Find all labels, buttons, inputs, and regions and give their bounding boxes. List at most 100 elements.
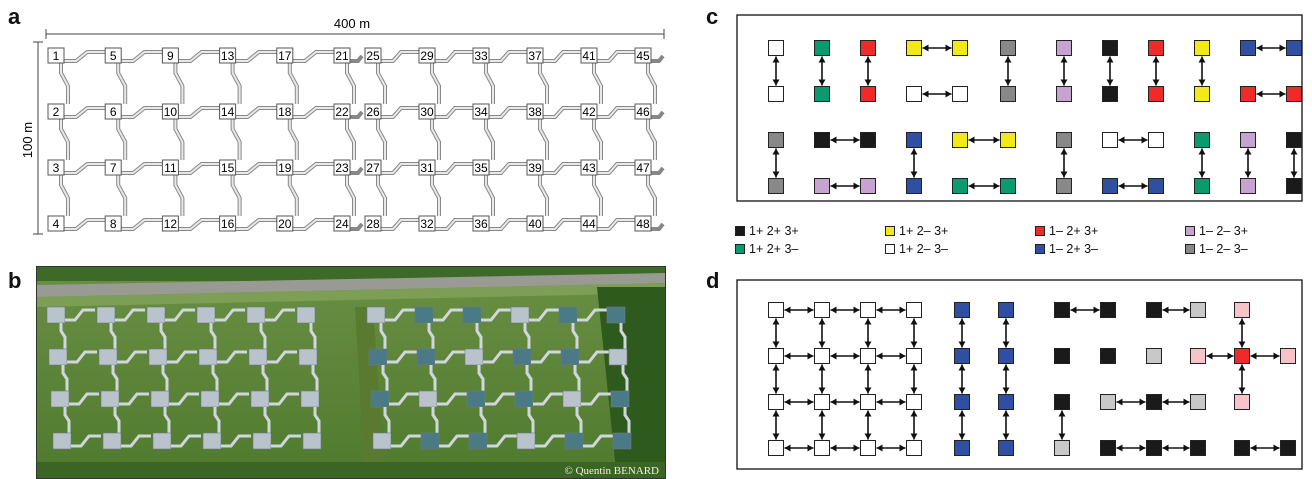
photo-corridor: [435, 350, 465, 364]
plot-number: 21: [335, 49, 349, 63]
arrowhead: [958, 387, 966, 394]
photo-plot: [152, 432, 172, 450]
photo-corridor: [479, 407, 487, 433]
plot-number: 26: [366, 105, 380, 119]
corridor-path-inner: [231, 175, 241, 216]
photo-plot: [302, 432, 322, 450]
treatment-plot-white: [768, 348, 784, 364]
plot-box: [580, 215, 598, 232]
photo-corridor: [265, 308, 295, 322]
photo-plot: [150, 390, 170, 408]
legend-swatch: [1035, 226, 1045, 236]
arrowhead: [958, 318, 966, 325]
corridor-path: [651, 166, 665, 175]
treatment-plot-lilac: [1056, 40, 1072, 56]
plot-number: 36: [474, 217, 488, 231]
treatment-plot-white: [814, 440, 830, 456]
photo-plot: [420, 432, 440, 450]
arrowhead: [1139, 398, 1146, 406]
treatment-plot-gray: [768, 132, 784, 148]
panel-label-a: a: [8, 4, 21, 29]
corridor-path-inner: [431, 175, 440, 216]
arrowhead: [1250, 352, 1257, 360]
treatment-plot-blue: [998, 394, 1014, 410]
photo-plot: [464, 348, 484, 366]
photo-corridor: [485, 392, 515, 406]
plot-number: 42: [582, 105, 596, 119]
arrowhead: [1206, 352, 1213, 360]
treatment-plot-blue: [1286, 40, 1302, 56]
arrowhead: [772, 387, 780, 394]
arrowhead: [1183, 398, 1190, 406]
photo-corridor: [109, 323, 117, 349]
plot-box: [219, 159, 237, 176]
treatment-plot-lilac: [814, 178, 830, 194]
corridor-path-inner: [60, 119, 69, 160]
photo-corridor: [263, 407, 271, 433]
photo-corridor: [437, 392, 467, 406]
plot-box: [47, 159, 65, 176]
arrowhead: [899, 352, 906, 360]
photo-corridor: [573, 365, 581, 391]
plot-layout-diagram: 400 m 100 m 1 5 9 13 17 21 25 29 33 37 41 452 6 10 14 1…: [20, 16, 665, 235]
legend-label: 1– 2+ 3–: [1049, 242, 1099, 256]
treatment-plot-yellow: [1194, 40, 1210, 56]
panel-label-c: c: [706, 4, 719, 29]
corridor-path-inner: [489, 219, 527, 230]
corridor-path-inner: [435, 107, 473, 118]
arrowhead: [1004, 56, 1012, 63]
plot-number: 35: [474, 161, 488, 175]
treatment-plot-white: [860, 440, 876, 456]
photo-corridor: [171, 434, 201, 448]
photo-corridor: [167, 350, 197, 364]
arrowhead: [1279, 90, 1286, 98]
legend-item: 1+ 2– 3+: [885, 224, 948, 238]
plot-number: 41: [582, 49, 596, 63]
plot-number: 12: [164, 217, 178, 231]
corridor-path-inner: [346, 63, 355, 104]
arrowhead: [818, 433, 826, 440]
photo-plot: [196, 306, 216, 324]
plot-box: [104, 103, 122, 120]
corridor-path-inner: [647, 119, 656, 160]
plot-number: 43: [582, 161, 596, 175]
plot-box: [634, 159, 652, 176]
arrowhead: [772, 410, 780, 417]
plot-number: 47: [636, 161, 650, 175]
plot-box: [161, 47, 179, 64]
photo-plot: [98, 348, 118, 366]
arrowhead: [1238, 318, 1246, 325]
arrowhead: [910, 318, 918, 325]
corridor-path: [350, 54, 364, 63]
treatment-plot-red: [1286, 86, 1302, 102]
plot-number: 40: [528, 217, 542, 231]
photo-plot: [372, 432, 392, 450]
plot-number: 4: [53, 217, 60, 231]
legend-swatch: [885, 226, 895, 236]
arrowhead: [830, 136, 837, 144]
arrowhead: [1183, 306, 1190, 314]
photo-corridor: [219, 392, 249, 406]
plot-number: 19: [278, 161, 292, 175]
arrowhead: [818, 410, 826, 417]
corridor-path-inner: [597, 219, 635, 230]
treatment-plot-pink: [1234, 394, 1250, 410]
arrowhead: [864, 318, 872, 325]
photo-plot: [564, 432, 584, 450]
arrowhead: [864, 341, 872, 348]
treatment-plot-green: [814, 86, 830, 102]
treatment-plot-red: [1148, 86, 1164, 102]
treatment-plot-white: [814, 348, 830, 364]
treatment-plot-white: [1102, 132, 1118, 148]
panel-label-b: b: [8, 268, 22, 293]
corridor-path-inner: [485, 63, 494, 104]
plot-number: 39: [528, 161, 542, 175]
arrowhead: [772, 341, 780, 348]
plot-number: 38: [528, 105, 542, 119]
legend-swatch: [1185, 226, 1195, 236]
photo-plot: [414, 306, 434, 324]
photo-corridor: [311, 365, 319, 391]
arrowhead: [784, 352, 791, 360]
arrowhead: [968, 182, 975, 190]
arrowhead: [1141, 136, 1148, 144]
